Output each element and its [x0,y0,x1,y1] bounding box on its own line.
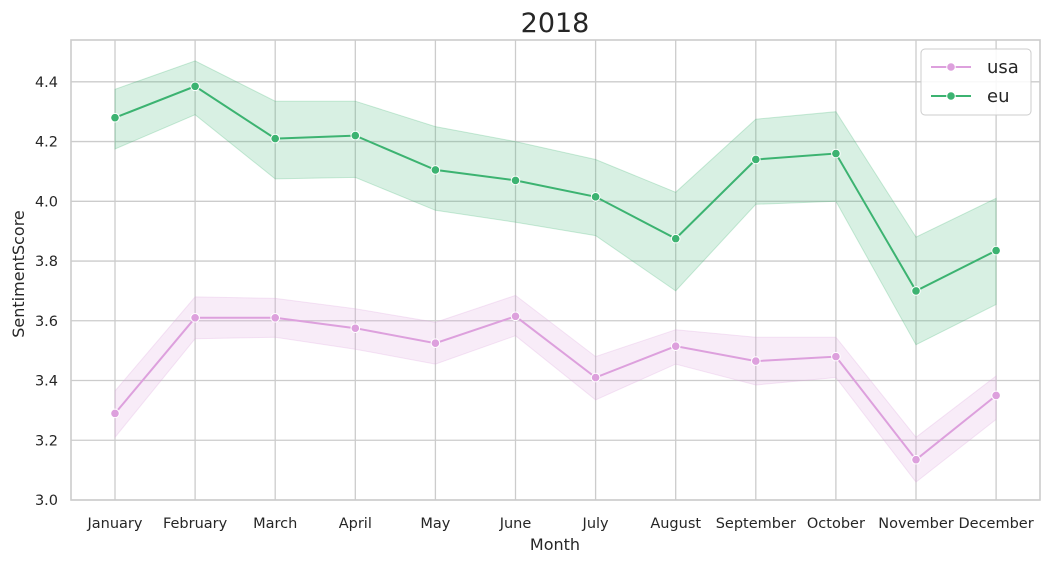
data-point-usa [751,356,761,366]
x-tick-label: August [650,516,701,532]
data-point-eu [991,245,1001,256]
x-tick-label: July [582,516,609,532]
ci-band-usa [114,294,997,483]
data-point-usa [190,312,200,323]
data-point-usa [911,454,921,465]
axes: 3.0 3.2 3.4 3.6 3.8 4.0 4.2 4.4 January February M… [35,39,1041,532]
confidence-bands [114,60,997,483]
data-point-eu [430,165,441,175]
data-point-usa [670,341,681,351]
x-tick-label: May [420,516,450,532]
x-tick-label: October [807,516,865,532]
y-tick-label: 3.6 [35,314,58,330]
series-line-usa [114,315,997,462]
y-tick-label: 3.8 [35,254,58,270]
x-tick-label: March [253,516,297,532]
data-point-usa [270,312,281,323]
data-point-eu [190,81,200,92]
legend-label-eu: eu [987,86,1009,107]
legend-label-usa: usa [987,57,1019,78]
data-point-eu [911,286,921,296]
data-point-usa [110,408,120,419]
data-point-eu [350,130,361,141]
x-tick-label: February [163,516,228,532]
y-tick-label: 3.4 [35,374,58,390]
series-lines [110,81,1001,465]
y-axis-label: SentimentScore [9,210,28,338]
x-tick-label: June [499,516,532,532]
data-point-usa [991,390,1001,401]
data-point-usa [430,338,441,348]
chart-title: 2018 [521,8,590,39]
x-tick-label: December [958,516,1033,532]
data-point-eu [831,148,841,159]
legend-marker-usa [946,62,956,72]
y-tick-label: 4.0 [35,194,58,210]
y-tick-label: 4.4 [35,75,58,91]
plot-frame [70,39,1041,501]
data-point-usa [510,311,521,322]
x-tick-label: January [87,516,143,532]
series-line-eu [114,85,997,293]
data-point-eu [670,233,681,244]
x-tick-label: April [339,516,372,532]
data-point-usa [831,351,841,362]
grid [71,40,1040,501]
data-point-eu [270,133,281,144]
y-tick-label: 3.2 [35,433,58,449]
y-tick-label: 3.0 [35,493,58,509]
x-axis-label: Month [530,535,580,554]
x-tick-label: September [716,516,796,532]
y-tick-label: 4.2 [35,135,58,151]
data-point-usa [350,323,361,334]
legend-marker-eu [946,91,956,101]
data-point-eu [110,112,120,123]
data-point-eu [510,175,521,186]
data-point-eu [590,192,601,202]
data-point-usa [590,372,601,383]
ci-band-eu [114,60,997,346]
data-point-eu [751,154,761,165]
x-tick-label: November [878,516,953,532]
legend: usa eu [920,48,1032,116]
